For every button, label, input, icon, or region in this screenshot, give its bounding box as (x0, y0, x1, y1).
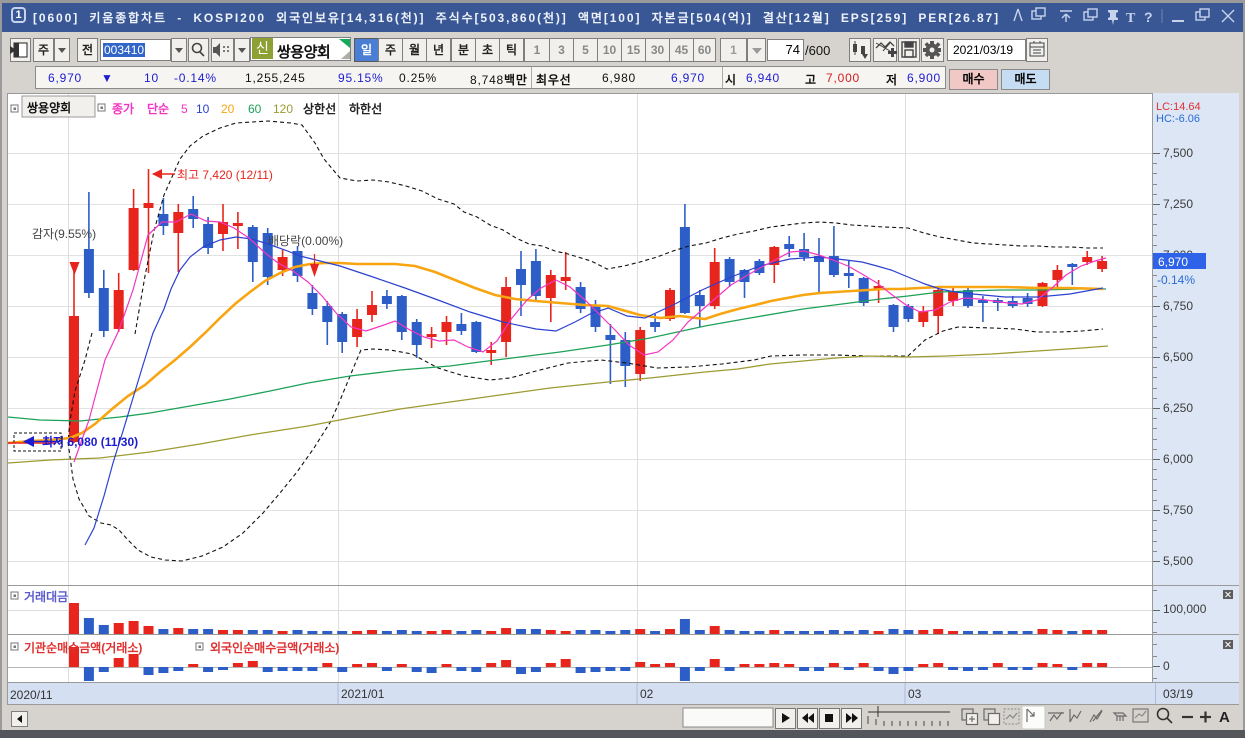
svg-text:최저 6,080 (11/30): 최저 6,080 (11/30) (42, 434, 138, 449)
svg-text:60: 60 (248, 102, 262, 116)
svg-text:HC:-6.06: HC:-6.06 (1156, 113, 1200, 125)
svg-text:6,250: 6,250 (1163, 401, 1193, 415)
svg-text:쌍용양회: 쌍용양회 (27, 100, 71, 115)
svg-text:배당락(0.00%): 배당락(0.00%) (268, 234, 343, 248)
svg-text:-0.14%: -0.14% (1157, 273, 1195, 287)
svg-text:2020/11: 2020/11 (10, 688, 53, 702)
svg-text:단순: 단순 (147, 101, 169, 116)
svg-text:5,500: 5,500 (1163, 554, 1193, 568)
svg-text:2021/01: 2021/01 (341, 687, 385, 701)
svg-text:하한선: 하한선 (349, 101, 382, 116)
svg-text:120: 120 (273, 102, 293, 116)
svg-text:100,000: 100,000 (1163, 602, 1207, 616)
svg-text:20: 20 (221, 102, 235, 116)
svg-text:감자(9.55%): 감자(9.55%) (32, 227, 96, 241)
svg-text:5,750: 5,750 (1163, 503, 1193, 517)
svg-text:6,970: 6,970 (1158, 255, 1188, 269)
svg-text:7,500: 7,500 (1163, 146, 1193, 160)
svg-text:?: ? (1144, 9, 1153, 25)
svg-text:03/19: 03/19 (1163, 687, 1193, 701)
svg-text:6,000: 6,000 (1163, 452, 1193, 466)
svg-text:6,750: 6,750 (1163, 299, 1193, 313)
svg-text:외국인순매수금액(거래소): 외국인순매수금액(거래소) (210, 640, 339, 655)
svg-text:기관순매수금액(거래소): 기관순매수금액(거래소) (24, 640, 142, 655)
svg-text:최고 7,420 (12/11): 최고 7,420 (12/11) (177, 168, 273, 182)
svg-text:02: 02 (640, 687, 654, 701)
svg-text:종가: 종가 (112, 101, 134, 116)
svg-text:10: 10 (196, 102, 210, 116)
svg-text:03: 03 (908, 687, 922, 701)
svg-text:LC:14.64: LC:14.64 (1156, 101, 1201, 113)
svg-text:T: T (1126, 11, 1136, 26)
svg-text:상한선: 상한선 (303, 101, 336, 116)
svg-text:7,250: 7,250 (1163, 197, 1193, 211)
svg-text:A: A (1219, 709, 1230, 726)
svg-text:5: 5 (181, 102, 188, 116)
svg-text:거래대금: 거래대금 (24, 589, 68, 604)
svg-text:6,500: 6,500 (1163, 350, 1193, 364)
svg-text:0: 0 (1163, 659, 1170, 673)
